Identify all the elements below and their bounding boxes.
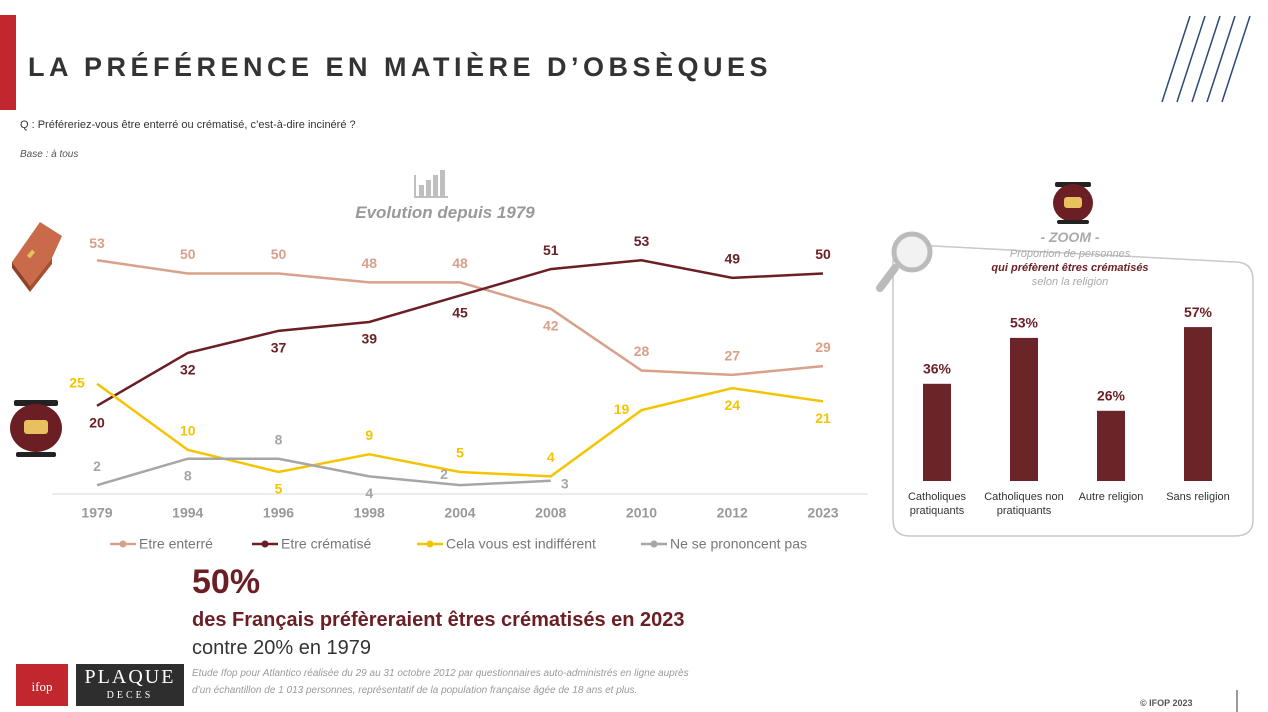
data-label: 28 [634, 343, 650, 359]
series-line [96, 259, 824, 377]
highlight-figure: 50% [192, 563, 261, 601]
data-label: 3 [561, 475, 569, 491]
data-label: 21 [815, 410, 831, 426]
legend-label: Etre enterré [139, 536, 213, 552]
data-label: 25 [69, 374, 85, 390]
bar-label: 53% [1010, 315, 1039, 331]
bar-category: Sans religion [1166, 491, 1230, 503]
coffin-icon [12, 222, 62, 292]
data-label: 24 [724, 397, 740, 413]
footnote: d’un échantillon de 1 013 personnes, rep… [192, 685, 638, 696]
data-label: 37 [271, 340, 287, 356]
data-label: 5 [275, 481, 283, 497]
urn-icon [10, 400, 62, 457]
zoom-subtitle: qui préfèrent êtres crématisés [991, 262, 1149, 274]
data-label: 8 [184, 467, 192, 483]
legend-label: Ne se prononcent pas [670, 536, 807, 552]
deces-logo: DECES [106, 690, 154, 701]
legend-label: Etre crématisé [281, 536, 371, 552]
data-label: 10 [180, 423, 196, 439]
data-label: 53 [89, 235, 105, 251]
legend-swatch [261, 540, 269, 548]
data-label: 2 [440, 466, 448, 482]
magnifier-icon [876, 231, 933, 292]
data-label: 32 [180, 362, 196, 378]
question: Q : Préféreriez-vous être enterré ou cré… [20, 119, 356, 131]
legend-swatch [119, 540, 127, 548]
base: Base : à tous [20, 149, 79, 160]
series-line [96, 382, 824, 478]
data-label: 45 [452, 304, 468, 320]
data-label: 4 [365, 485, 373, 501]
bar-label: 36% [923, 361, 952, 377]
x-tick-label: 1998 [354, 505, 385, 521]
x-tick-label: 2004 [444, 505, 475, 521]
data-label: 50 [180, 246, 196, 262]
zoom-subtitle: selon la religion [1031, 276, 1109, 288]
data-label: 50 [815, 246, 831, 262]
x-tick-label: 1996 [263, 505, 294, 521]
data-label: 49 [724, 251, 740, 267]
x-tick-label: 2008 [535, 505, 566, 521]
x-tick-label: 1979 [81, 505, 112, 521]
urn-icon-small [1053, 182, 1093, 224]
data-label: 20 [89, 415, 105, 431]
data-label: 48 [452, 255, 468, 271]
legend-swatch [426, 540, 434, 548]
data-label: 27 [724, 348, 740, 364]
highlight-comparison: contre 20% en 1979 [192, 637, 372, 659]
ifop-logo-bg [16, 664, 68, 706]
ifop-logo: ifop [31, 679, 53, 694]
copyright: © IFOP 2023 [1140, 698, 1193, 708]
x-tick-label: 2023 [807, 505, 838, 521]
bar-label: 26% [1097, 388, 1126, 404]
bar [923, 383, 951, 481]
data-label: 4 [547, 449, 555, 465]
zoom-subtitle: Proportion de personnes [1009, 248, 1131, 260]
zoom-title: - ZOOM - [1040, 229, 1100, 245]
bar [1010, 337, 1038, 481]
series-line [96, 457, 551, 487]
accent-bar [0, 15, 16, 110]
data-label: 29 [815, 339, 831, 355]
deco-lines [1161, 15, 1251, 103]
title: LA PRÉFÉRENCE EN MATIÈRE D’OBSÈQUES [28, 52, 773, 82]
data-label: 19 [614, 401, 630, 417]
legend-swatch [650, 540, 658, 548]
data-label: 2 [93, 458, 101, 474]
series-line [96, 259, 824, 407]
data-label: 50 [271, 246, 287, 262]
legend-label: Cela vous est indifférent [446, 536, 596, 552]
data-label: 51 [543, 242, 559, 258]
bar-category: Catholiques non pratiquants [984, 491, 1064, 517]
bar [1184, 327, 1212, 481]
data-label: 39 [361, 331, 377, 347]
footnote: Etude Ifop pour Atlantico réalisée du 29… [192, 668, 689, 679]
data-label: 53 [634, 233, 650, 249]
x-tick-label: 1994 [172, 505, 203, 521]
data-label: 48 [361, 255, 377, 271]
plaque-logo-bg [76, 664, 184, 706]
chart-icon [414, 170, 448, 198]
bar-label: 57% [1184, 304, 1213, 320]
data-label: 42 [543, 317, 559, 333]
x-tick-label: 2010 [626, 505, 657, 521]
bar-category: Autre religion [1078, 491, 1144, 503]
data-label: 9 [365, 427, 373, 443]
plaque-logo: PLAQUE [84, 666, 176, 688]
highlight-text: des Français préfèreraient êtres crémati… [192, 609, 685, 631]
data-label: 8 [275, 431, 283, 447]
line-chart-title: Evolution depuis 1979 [355, 203, 535, 222]
bar [1097, 410, 1125, 481]
bar-category: Catholiques pratiquants [907, 491, 967, 517]
x-tick-label: 2012 [717, 505, 748, 521]
data-label: 5 [456, 445, 464, 461]
